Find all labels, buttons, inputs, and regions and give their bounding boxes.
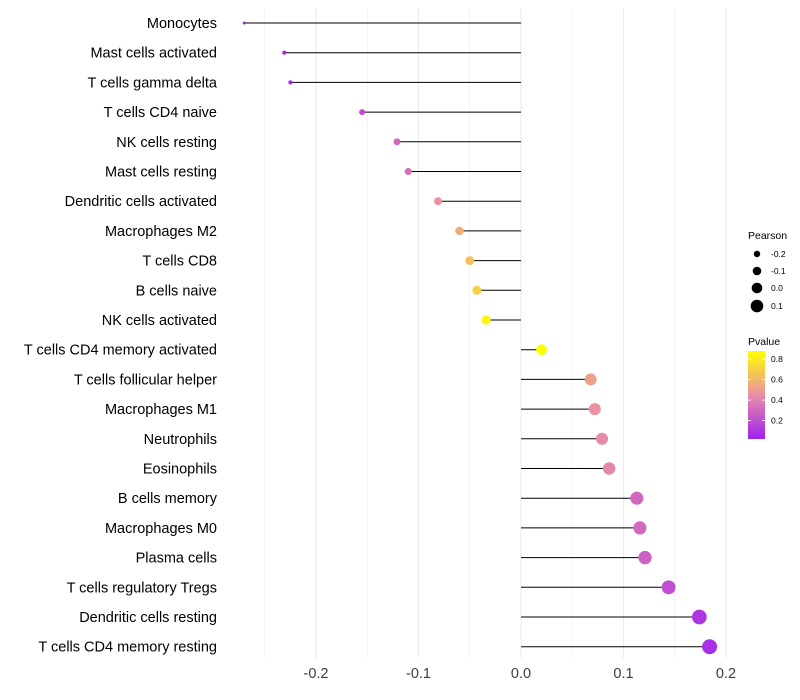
point-macrophages-m2	[455, 226, 464, 236]
x-tick-label: -0.1	[406, 666, 431, 682]
category-label-t-cells-cd4-memory-resting: T cells CD4 memory resting	[38, 640, 217, 656]
x-tick-label: -0.2	[304, 666, 329, 682]
category-label-mast-cells-activated: Mast cells activated	[90, 46, 217, 62]
category-label-t-cells-cd4-naive: T cells CD4 naive	[104, 105, 217, 121]
point-plasma-cells	[638, 550, 652, 565]
x-tick-label: 0.0	[511, 666, 531, 682]
point-nk-cells-activated	[481, 315, 491, 325]
point-macrophages-m1	[588, 403, 601, 416]
pearson-legend: Pearson -0.2 -0.1 0.0 0.1	[748, 230, 787, 313]
point-eosinophils	[602, 462, 616, 475]
pvalue-legend-label: 0.2	[771, 416, 783, 426]
point-t-cells-gamma-delta	[288, 80, 293, 85]
category-label-dendritic-cells-activated: Dendritic cells activated	[65, 194, 217, 210]
category-label-dendritic-cells-resting: Dendritic cells resting	[79, 610, 217, 626]
category-label-macrophages-m2: Macrophages M2	[105, 224, 217, 240]
category-label-t-cells-cd8: T cells CD8	[142, 254, 217, 270]
point-t-cells-cd8	[465, 256, 475, 266]
category-label-macrophages-m0: Macrophages M0	[105, 521, 217, 537]
pvalue-legend-label: 0.6	[771, 375, 783, 385]
point-macrophages-m0	[633, 521, 647, 535]
point-dendritic-cells-resting	[691, 609, 707, 625]
pvalue-colorbar	[748, 351, 765, 439]
x-tick-labels: -0.2 -0.1 0.0 0.1 0.2	[304, 666, 737, 682]
category-labels: Monocytes Mast cells activated T cells gam…	[24, 16, 218, 656]
pvalue-legend-title: Pvalue	[748, 336, 780, 348]
pearson-legend-key	[753, 250, 761, 258]
category-label-mast-cells-resting: Mast cells resting	[105, 165, 217, 181]
category-label-nk-cells-activated: NK cells activated	[102, 313, 217, 329]
point-nk-cells-resting	[393, 138, 401, 146]
pearson-legend-key	[751, 282, 763, 294]
category-label-t-cells-regulatory-tregs: T cells regulatory Tregs	[67, 580, 217, 596]
point-mast-cells-activated	[282, 50, 287, 55]
point-b-cells-naive	[472, 285, 482, 295]
point-t-cells-cd4-memory-resting	[702, 639, 718, 655]
category-label-plasma-cells: Plasma cells	[136, 551, 217, 567]
point-mast-cells-resting	[404, 167, 412, 176]
category-label-neutrophils: Neutrophils	[144, 432, 217, 448]
point-t-cells-cd4-memory-activated	[536, 344, 547, 356]
category-label-monocytes: Monocytes	[147, 16, 217, 32]
segment-layer	[244, 22, 710, 648]
point-neutrophils	[595, 432, 609, 445]
category-label-b-cells-memory: B cells memory	[118, 491, 218, 507]
pearson-legend-key	[752, 266, 762, 276]
grid-layer	[264, 8, 727, 658]
point-t-cells-regulatory-tregs	[661, 580, 676, 595]
pvalue-legend-label: 0.4	[771, 395, 783, 405]
pearson-legend-label: -0.1	[771, 266, 786, 276]
category-label-t-cells-cd4-memory-activated: T cells CD4 memory activated	[24, 343, 217, 359]
category-label-eosinophils: Eosinophils	[143, 462, 217, 478]
pvalue-legend-label: 0.8	[771, 354, 783, 364]
pearson-legend-label: 0.0	[771, 283, 783, 293]
category-label-macrophages-m1: Macrophages M1	[105, 402, 217, 418]
pvalue-legend: Pvalue 0.8 0.6 0.4 0.2	[748, 336, 783, 439]
pearson-legend-title: Pearson	[748, 230, 787, 242]
point-b-cells-memory	[630, 491, 644, 505]
category-label-nk-cells-resting: NK cells resting	[116, 135, 217, 151]
point-layer	[242, 21, 718, 655]
category-label-t-cells-gamma-delta: T cells gamma delta	[88, 75, 218, 91]
pearson-legend-label: 0.1	[771, 301, 783, 311]
point-t-cells-cd4-naive	[359, 109, 366, 116]
point-monocytes	[242, 21, 246, 25]
x-tick-label: 0.1	[613, 666, 633, 682]
pearson-legend-key	[750, 299, 764, 313]
point-dendritic-cells-activated	[433, 197, 442, 206]
x-tick-label: 0.2	[716, 666, 736, 682]
category-label-t-cells-follicular-helper: T cells follicular helper	[74, 372, 217, 388]
point-t-cells-follicular-helper	[584, 373, 597, 386]
category-label-b-cells-naive: B cells naive	[136, 283, 217, 299]
pearson-legend-label: -0.2	[771, 249, 786, 259]
